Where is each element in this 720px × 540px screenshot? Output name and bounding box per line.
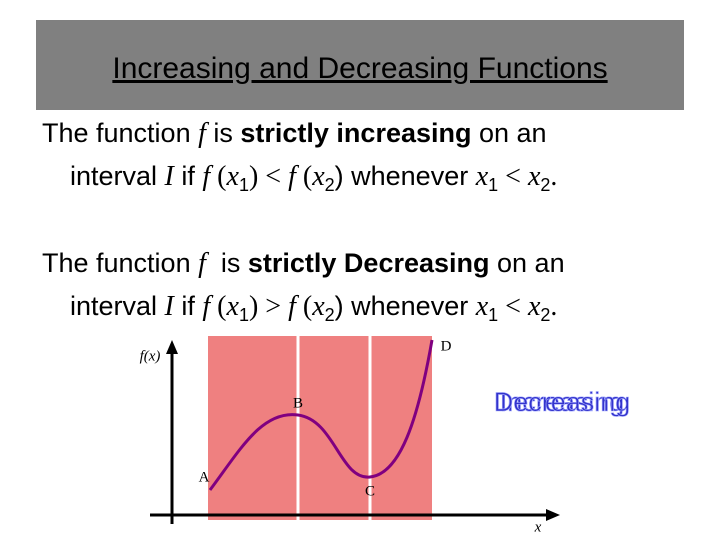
text-run: 2 xyxy=(324,305,335,325)
title-bar: Increasing and Decreasing Functions xyxy=(36,20,684,110)
text-run: is xyxy=(205,118,241,148)
text-run: on an xyxy=(471,118,547,148)
point-label: C xyxy=(365,483,375,499)
text-run: ) > xyxy=(248,291,289,322)
text-run: ) < xyxy=(248,161,289,192)
text-run: 1 xyxy=(488,175,499,195)
text-run: strictly increasing xyxy=(240,118,472,148)
text-run: ( xyxy=(210,161,227,192)
text-run: f xyxy=(202,291,211,322)
text-run: I xyxy=(164,161,174,192)
slide-title: Increasing and Decreasing Functions xyxy=(112,52,608,85)
y-axis-arrow xyxy=(166,340,178,354)
text-run: ) whenever xyxy=(334,161,476,191)
text-run: f xyxy=(198,118,206,149)
definition-line: The function f is strictly Decreasing on… xyxy=(42,248,565,280)
text-run: x xyxy=(312,161,325,192)
text-run: . xyxy=(550,161,558,192)
text-run: x xyxy=(475,161,489,192)
text-run: f xyxy=(288,291,296,322)
text-run: f xyxy=(198,248,206,279)
text-run: < xyxy=(498,291,528,322)
x-axis-arrow xyxy=(546,509,560,521)
text-run: interval xyxy=(70,161,165,191)
text-run: x xyxy=(226,291,239,322)
curve xyxy=(208,339,434,491)
text-run: 1 xyxy=(488,305,499,325)
text-run: f xyxy=(288,161,296,192)
text-run: ( xyxy=(210,291,227,322)
definition-line: interval I if f (x1) < f (x2) whenever x… xyxy=(70,161,557,196)
point-label: B xyxy=(293,395,303,411)
text-run: if xyxy=(173,161,203,191)
text-run: I xyxy=(164,291,174,322)
text-run: . xyxy=(550,291,558,322)
text-run: x xyxy=(226,161,239,192)
text-run: is xyxy=(205,248,248,278)
text-run: strictly Decreasing xyxy=(247,248,490,278)
text-run: The function xyxy=(42,248,199,278)
text-run: if xyxy=(173,291,203,321)
y-axis-label: f(x) xyxy=(140,348,161,364)
text-run: The function xyxy=(42,118,199,148)
text-run: ) whenever xyxy=(334,291,476,321)
text-run: 2 xyxy=(540,305,551,325)
text-run: ( xyxy=(295,291,313,322)
text-run: x xyxy=(475,291,489,322)
text-run: ( xyxy=(295,161,313,192)
text-run: x xyxy=(312,291,325,322)
text-run: f xyxy=(202,161,211,192)
text-run: 1 xyxy=(238,305,249,325)
overlay-label: Increasing xyxy=(500,387,625,417)
text-run: x xyxy=(527,161,541,192)
text-run: x xyxy=(527,291,541,322)
text-run: 1 xyxy=(238,175,249,195)
definition-line: interval I if f (x1) > f (x2) whenever x… xyxy=(70,291,557,326)
x-axis-label: x xyxy=(534,519,542,535)
text-run: interval xyxy=(70,291,165,321)
text-run: 2 xyxy=(324,175,335,195)
text-run: < xyxy=(498,161,528,192)
overlay-label: Decreasing xyxy=(494,387,631,417)
definition-line: The function f is strictly increasing on… xyxy=(42,118,547,150)
point-label: D xyxy=(441,338,452,354)
text-run: 2 xyxy=(540,175,551,195)
point-label: A xyxy=(199,469,210,485)
text-run: on an xyxy=(489,248,565,278)
